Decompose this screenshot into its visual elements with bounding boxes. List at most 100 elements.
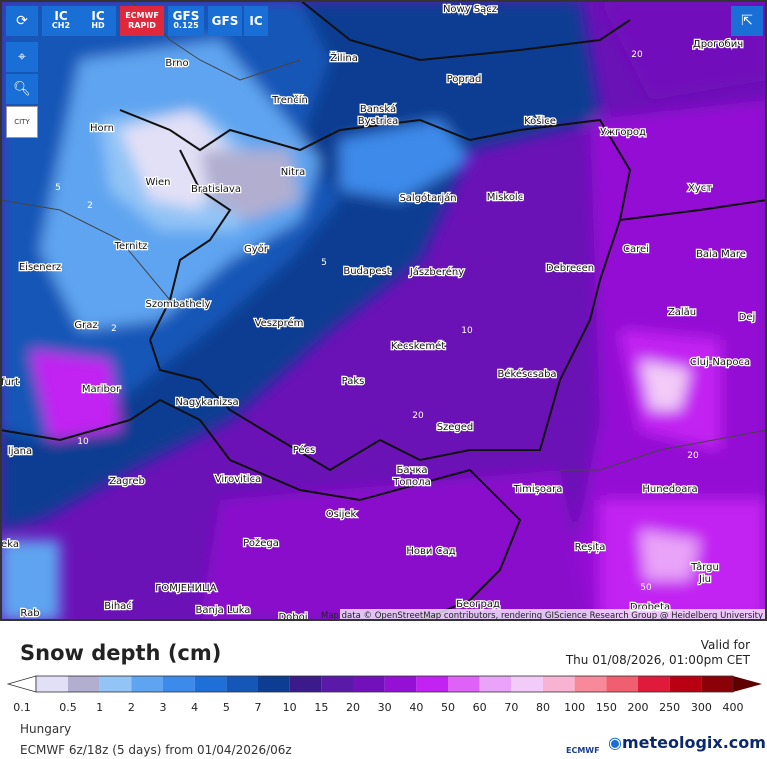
- legend-label: 250: [659, 701, 680, 714]
- city-label: Salgótarján: [399, 192, 456, 204]
- legend-label: 1: [96, 701, 103, 714]
- share-button[interactable]: ⇱: [731, 6, 763, 36]
- model-name: GFS: [211, 14, 239, 28]
- city-label: Banská: [360, 103, 396, 115]
- city-label: Rab: [20, 608, 39, 619]
- legend-swatch: [194, 676, 227, 692]
- legend-swatch: [511, 676, 543, 692]
- city-label: Nagykanizsa: [175, 397, 238, 408]
- city-label: Graz: [74, 320, 97, 331]
- city-label: Топола: [392, 477, 430, 488]
- city-label: Хуст: [688, 183, 712, 194]
- legend-label: 4: [191, 701, 198, 714]
- zoom-button[interactable]: 🔍︎: [6, 74, 38, 104]
- model-button[interactable]: GFS 0.125: [168, 6, 204, 36]
- legend-label: 40: [409, 701, 423, 714]
- legend-label: 10: [283, 701, 297, 714]
- city-label: Београд: [456, 599, 500, 610]
- legend-swatch: [638, 676, 670, 692]
- legend-label: 300: [691, 701, 712, 714]
- model-name: GFS: [172, 9, 200, 23]
- city-label: Požega: [243, 537, 279, 549]
- legend-swatch: [226, 676, 258, 692]
- city-label: furt: [1, 377, 19, 388]
- city-label: Нови Сад: [406, 546, 455, 557]
- model-button[interactable]: ECMWF RAPID: [120, 6, 164, 36]
- legend-label: 5: [223, 701, 230, 714]
- legend-label: 80: [536, 701, 550, 714]
- city-button[interactable]: CITY: [6, 106, 38, 138]
- legend-swatch: [479, 676, 512, 692]
- city-label: Reșița: [575, 542, 606, 553]
- city-label: Wien: [146, 177, 171, 188]
- city-label: Osijek: [326, 509, 357, 520]
- legend-swatch: [99, 676, 132, 692]
- legend-swatch: [384, 676, 417, 692]
- valid-time: Thu 01/08/2026, 01:00pm CET: [565, 653, 750, 667]
- city-label: Brno: [165, 58, 188, 69]
- city-label: Kecskemét: [391, 340, 445, 352]
- legend-label: 15: [314, 701, 328, 714]
- city-label: Virovitica: [215, 474, 261, 485]
- legend-label: 2: [128, 701, 135, 714]
- legend-label: 400: [723, 701, 744, 714]
- legend-label: 30: [378, 701, 392, 714]
- contour-label: 20: [412, 411, 424, 421]
- legend-title: Snow depth (cm): [20, 641, 222, 665]
- model-button[interactable]: IC HD: [80, 6, 116, 36]
- contour-label: 20: [687, 451, 699, 461]
- legend-swatch: [448, 676, 480, 692]
- legend-swatch: [289, 676, 322, 692]
- city-label: Timișoara: [513, 484, 563, 495]
- legend-label: 200: [628, 701, 649, 714]
- legend-label: 60: [473, 701, 487, 714]
- legend-arrow-left: [6, 675, 37, 693]
- legend-swatch: [353, 676, 385, 692]
- legend-swatch: [68, 676, 100, 692]
- city-label: Paks: [342, 376, 365, 387]
- ecmwf-logo: ECMWF: [566, 746, 600, 755]
- city-label: Baia Mare: [696, 249, 746, 260]
- city-label: Banja Luka: [196, 605, 251, 616]
- legend-label: 70: [504, 701, 518, 714]
- city-label: Szombathely: [145, 299, 210, 310]
- model-button[interactable]: GFS: [208, 6, 242, 36]
- city-label: Doboj: [278, 612, 307, 621]
- location-button[interactable]: ⌖: [6, 42, 38, 72]
- city-label: Bratislava: [191, 184, 241, 195]
- legend-swatch: [321, 676, 353, 692]
- contour-label: 50: [640, 583, 652, 593]
- city-label: Бачка: [396, 465, 427, 476]
- legend-label: 100: [564, 701, 585, 714]
- contour-label: 5: [55, 183, 61, 193]
- city-label: ГОМЈЕНИЦА: [155, 583, 217, 594]
- legend-label: 7: [255, 701, 262, 714]
- city-label: Trenčín: [271, 94, 308, 106]
- city-label: Pécs: [293, 444, 316, 456]
- refresh-button[interactable]: ⟳: [6, 6, 38, 36]
- city-label: Jiu: [698, 574, 711, 585]
- legend-label: 20: [346, 701, 360, 714]
- city-label: Carei: [623, 244, 649, 255]
- city-label: eka: [1, 539, 19, 550]
- legend-label: 150: [596, 701, 617, 714]
- legend-label: 0.1: [13, 701, 31, 714]
- model-button[interactable]: IC: [244, 6, 268, 36]
- legend-swatch: [606, 676, 638, 692]
- legend-swatch: [131, 676, 163, 692]
- city-label: Békéscsaba: [497, 368, 556, 380]
- legend-label: 50: [441, 701, 455, 714]
- contour-label: 2: [87, 201, 93, 211]
- model-name: IC: [249, 14, 263, 28]
- city-label: Târgu: [690, 561, 719, 573]
- model-button[interactable]: IC CH2: [42, 6, 80, 36]
- model-sub: HD: [91, 21, 105, 30]
- city-label: Zalău: [668, 307, 696, 318]
- contour-label: 2: [111, 324, 117, 334]
- legend-swatch: [701, 676, 733, 692]
- city-label: Košice: [524, 115, 556, 127]
- city-label: Győr: [244, 243, 269, 255]
- contour-label: 10: [461, 326, 473, 336]
- legend-label: 3: [160, 701, 167, 714]
- model-name: ECMWF: [125, 11, 159, 20]
